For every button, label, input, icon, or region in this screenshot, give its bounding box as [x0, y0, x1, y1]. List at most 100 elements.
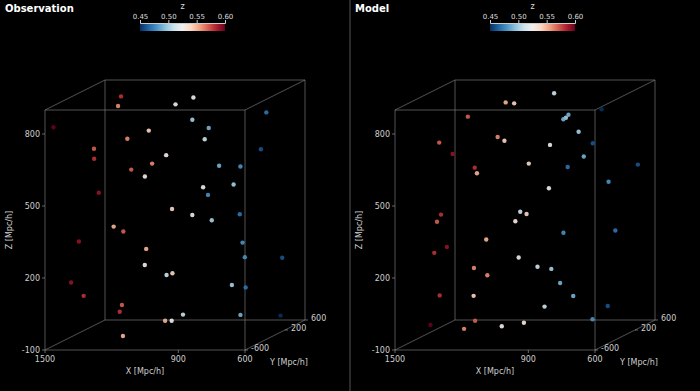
galaxy [118, 310, 122, 314]
galaxy [170, 207, 174, 211]
box-edge [45, 110, 46, 350]
z-tick-label: -100 [372, 346, 390, 355]
y-tick [285, 330, 288, 331]
galaxy [129, 167, 133, 171]
colorbar-tick-label: 0.55 [189, 13, 205, 21]
galaxy [527, 161, 531, 165]
z-tick-label: 500 [375, 202, 390, 211]
z-tick [392, 350, 395, 351]
galaxy [143, 263, 147, 267]
galaxy [500, 324, 504, 328]
y-tick [655, 320, 658, 321]
galaxy [164, 273, 168, 277]
y-tick-label: 200 [291, 324, 306, 333]
figure: Observation6009001500X [Mpc/h]-600200600… [0, 0, 700, 391]
galaxy [144, 247, 148, 251]
z-tick-label: -100 [22, 346, 40, 355]
colorbar-gradient [140, 23, 225, 31]
colorbar-axis-line [141, 20, 226, 24]
galaxy [471, 294, 475, 298]
y-tick [635, 330, 638, 331]
points [428, 91, 640, 331]
galaxy [147, 128, 151, 132]
galaxy [92, 157, 96, 161]
galaxy [518, 210, 522, 214]
colorbar-tick-label: 0.50 [511, 13, 527, 21]
galaxy [495, 135, 499, 139]
y-tick-label: 600 [311, 314, 326, 323]
y-tick-label: -600 [251, 344, 269, 353]
box-edge [395, 80, 455, 110]
galaxy [613, 228, 617, 232]
x-axis-title: X [Mpc/h] [476, 367, 514, 376]
galaxy [51, 125, 55, 129]
z-tick [42, 278, 45, 279]
galaxy [473, 165, 477, 169]
galaxy [231, 182, 235, 186]
galaxy [190, 213, 194, 217]
x-axis-title: X [Mpc/h] [126, 367, 164, 376]
z-tick-label: 200 [25, 274, 40, 283]
box-edge [595, 80, 655, 110]
colorbar-tick: 0.55 [539, 13, 555, 23]
galaxy [238, 212, 242, 216]
galaxy [191, 95, 195, 99]
box-edge [105, 80, 305, 81]
colorbar-title: z [180, 2, 184, 11]
colorbar: 0.45 0.50 0.55 0.60 z [483, 2, 584, 31]
galaxy [81, 294, 85, 298]
galaxy [435, 220, 439, 224]
colorbar-title: z [530, 2, 534, 11]
galaxy [552, 91, 556, 95]
galaxy [240, 240, 244, 244]
galaxy [125, 137, 129, 141]
box-edge [395, 110, 595, 111]
galaxy [116, 104, 120, 108]
z-tick [42, 134, 45, 135]
galaxy [238, 164, 242, 168]
galaxy [606, 180, 610, 184]
galaxy [547, 186, 551, 190]
z-tick [392, 134, 395, 135]
z-axis-title: Z [Mpc/h] [5, 211, 14, 249]
panel-divider [350, 0, 351, 391]
colorbar-tick-label: 0.50 [161, 13, 177, 21]
galaxy [164, 153, 168, 157]
x-tick-label: 900 [521, 355, 536, 364]
galaxy [181, 312, 185, 316]
z-tick [42, 206, 45, 207]
colorbar-axis: 0.45 0.50 0.55 0.60 [483, 13, 584, 24]
galaxy [230, 283, 234, 287]
galaxy [466, 114, 470, 118]
galaxy [206, 193, 210, 197]
panel-title: Observation [5, 3, 74, 14]
galaxy [439, 212, 443, 216]
box-edge [45, 350, 245, 351]
galaxy [445, 245, 449, 249]
colorbar-tick-label: 0.45 [133, 13, 149, 21]
galaxy [92, 147, 96, 151]
box-edge [245, 110, 246, 350]
x-tick-label: 900 [171, 355, 186, 364]
colorbar-tick: 0.50 [511, 13, 527, 23]
colorbar-tick: 0.45 [483, 13, 499, 23]
galaxy [143, 174, 147, 178]
galaxy [111, 224, 115, 228]
x-tick [178, 350, 179, 353]
galaxy [169, 319, 173, 323]
box-edge [245, 80, 305, 110]
galaxy [561, 117, 565, 121]
galaxy [472, 266, 476, 270]
galaxy [475, 171, 479, 175]
colorbar-tick: 0.60 [568, 13, 584, 23]
galaxy [203, 137, 207, 141]
galaxy [243, 285, 247, 289]
colorbar-tick-label: 0.45 [483, 13, 499, 21]
z-tick-label: 200 [375, 274, 390, 283]
background [0, 0, 700, 391]
galaxy [576, 130, 580, 134]
y-tick [245, 350, 248, 351]
galaxy [502, 139, 506, 143]
x-tick [528, 350, 529, 353]
colorbar-tick: 0.55 [189, 13, 205, 23]
